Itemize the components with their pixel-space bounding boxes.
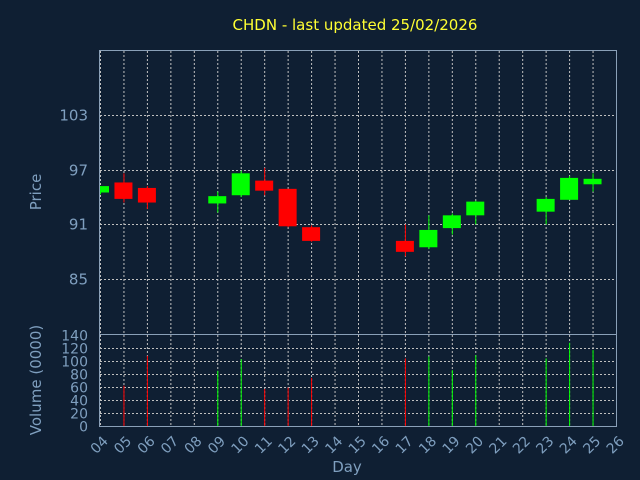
volume-tick-label: 120 bbox=[61, 342, 88, 358]
x-tick-label: 25 bbox=[580, 433, 604, 457]
x-tick-label: 21 bbox=[487, 433, 511, 457]
candle-body bbox=[137, 187, 156, 203]
tick-labels: 04 05 06 07 08 09 10 11 12 13 14 15 16 17 18 19 20 21 22 23… bbox=[59, 107, 627, 458]
price-axis-label: Price bbox=[27, 174, 45, 211]
volume-axis-label: Volume (0000) bbox=[27, 325, 45, 435]
candle-body bbox=[208, 196, 227, 204]
candle-body bbox=[442, 215, 461, 229]
candle bbox=[278, 188, 297, 228]
candle bbox=[100, 186, 109, 195]
x-tick-label: 04 bbox=[88, 433, 112, 457]
x-tick-label: 05 bbox=[111, 433, 135, 457]
candle bbox=[419, 215, 438, 250]
volume-tick-label: 100 bbox=[61, 355, 88, 371]
x-tick-label: 22 bbox=[510, 433, 534, 457]
x-tick-label: 06 bbox=[135, 433, 159, 457]
volume-tick-label: 80 bbox=[70, 368, 88, 384]
volume-tick-label: 40 bbox=[70, 394, 88, 410]
volume-tick-label: 0 bbox=[79, 420, 88, 436]
candle-body bbox=[114, 182, 133, 199]
price-tick-label: 91 bbox=[69, 216, 88, 234]
x-tick-label: 12 bbox=[275, 433, 299, 457]
candle-body bbox=[302, 227, 321, 241]
candle bbox=[137, 186, 156, 209]
x-axis-label: Day bbox=[332, 458, 362, 476]
x-tick-label: 10 bbox=[229, 433, 253, 457]
candle-body bbox=[278, 188, 297, 227]
price-tick-label: 85 bbox=[69, 271, 88, 289]
volume-panel-frame bbox=[99, 334, 617, 427]
candle-body bbox=[255, 180, 274, 191]
x-tick-label: 13 bbox=[299, 433, 323, 457]
x-tick-label: 16 bbox=[369, 433, 393, 457]
x-tick-label: 17 bbox=[393, 433, 417, 457]
candle bbox=[255, 167, 274, 196]
x-tick-label: 07 bbox=[158, 433, 182, 457]
candle-body bbox=[466, 201, 485, 216]
candle-body bbox=[100, 186, 109, 193]
x-tick-label: 09 bbox=[205, 433, 229, 457]
x-tick-label: 24 bbox=[557, 433, 581, 457]
grid-lines bbox=[100, 51, 617, 426]
candle-body bbox=[395, 240, 414, 252]
volume-tick-label: 140 bbox=[61, 329, 88, 345]
x-tick-label: 11 bbox=[252, 433, 276, 457]
candle-body bbox=[419, 229, 438, 248]
price-tick-label: 97 bbox=[69, 162, 88, 180]
candle-body bbox=[560, 177, 579, 200]
candle bbox=[208, 191, 227, 213]
candle bbox=[536, 197, 555, 225]
volume-tick-label: 20 bbox=[70, 407, 88, 423]
x-tick-label: 20 bbox=[463, 433, 487, 457]
candle bbox=[231, 170, 250, 198]
price-tick-label: 103 bbox=[59, 107, 88, 125]
candle bbox=[560, 176, 579, 200]
volume-tick-label: 60 bbox=[70, 381, 88, 397]
candle bbox=[395, 224, 414, 257]
x-tick-label: 15 bbox=[346, 433, 370, 457]
candle-body bbox=[583, 178, 602, 185]
chart-title: CHDN - last updated 25/02/2026 bbox=[233, 16, 478, 34]
x-tick-label: 26 bbox=[604, 433, 628, 457]
candle bbox=[114, 173, 133, 203]
x-tick-label: 23 bbox=[533, 433, 557, 457]
candles bbox=[100, 167, 602, 257]
x-tick-label: 14 bbox=[322, 433, 346, 457]
x-tick-label: 08 bbox=[182, 433, 206, 457]
candle-body bbox=[536, 198, 555, 212]
x-tick-label: 19 bbox=[440, 433, 464, 457]
candle bbox=[466, 200, 485, 225]
candle bbox=[442, 213, 461, 235]
candle-body bbox=[231, 173, 250, 196]
volume-bars bbox=[123, 342, 594, 426]
candle bbox=[583, 173, 602, 192]
candle bbox=[302, 225, 321, 242]
x-tick-label: 18 bbox=[416, 433, 440, 457]
